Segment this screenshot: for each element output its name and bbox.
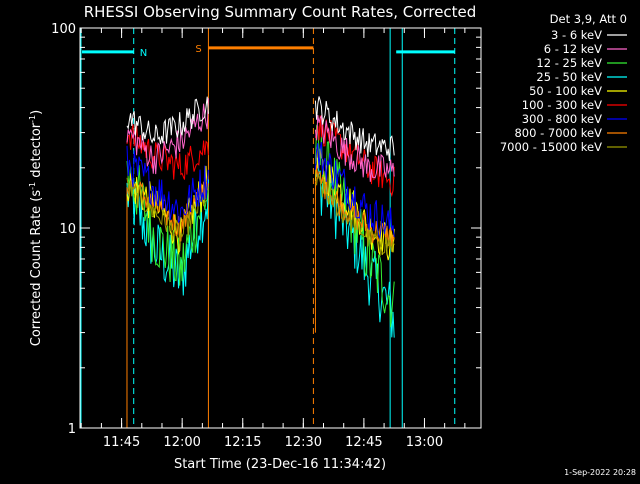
y-tick-label: 100 xyxy=(51,22,76,37)
series-line xyxy=(314,142,395,240)
series-line xyxy=(126,96,209,145)
x-tick-label: 12:30 xyxy=(285,435,322,450)
legend-label: 800 - 7000 keV xyxy=(514,126,602,140)
x-tick-label: 11:45 xyxy=(103,435,140,450)
series-line xyxy=(314,157,395,338)
series-line xyxy=(126,124,209,180)
y-tick-label: 10 xyxy=(59,222,76,237)
y-axis-label: Corrected Count Rate (s-1 detector-1) xyxy=(28,110,44,346)
x-axis-label: Start Time (23-Dec-16 11:34:42) xyxy=(174,457,386,472)
legend-label: 100 - 300 keV xyxy=(522,98,602,112)
series-line xyxy=(315,173,395,254)
legend-label: 7000 - 15000 keV xyxy=(500,140,602,154)
legend-label: 3 - 6 keV xyxy=(551,28,602,42)
legend-label: 50 - 100 keV xyxy=(529,84,602,98)
y-tick-label: 1 xyxy=(68,422,76,437)
series-line xyxy=(126,98,209,175)
series-line xyxy=(126,166,209,296)
chart-title: RHESSI Observing Summary Count Rates, Co… xyxy=(84,3,477,21)
x-tick-label: 12:00 xyxy=(163,435,200,450)
legend-label: 300 - 800 keV xyxy=(522,112,602,126)
x-axis: 11:45 12:00 12:15 12:30 12:45 13:00 xyxy=(80,28,466,450)
night-flag-label: N xyxy=(140,48,147,59)
legend-label: 6 - 12 keV xyxy=(544,42,602,56)
legend-header: Det 3,9, Att 0 xyxy=(550,12,627,26)
y-axis: 1 10 100 xyxy=(51,22,481,437)
x-tick-label: 13:00 xyxy=(406,435,443,450)
x-tick-label: 12:15 xyxy=(224,435,261,450)
saa-flag-label: S xyxy=(195,44,201,55)
series-line xyxy=(314,96,395,161)
series-line xyxy=(314,114,395,182)
series-line xyxy=(126,179,209,242)
x-tick-label: 12:45 xyxy=(345,435,382,450)
series-line xyxy=(314,124,395,328)
plot-frame xyxy=(79,27,482,429)
generation-timestamp: 1-Sep-2022 20:28 xyxy=(564,468,636,477)
legend-label: 12 - 25 keV xyxy=(536,56,602,70)
series-line xyxy=(126,145,209,224)
series-line xyxy=(126,177,209,244)
series-lines xyxy=(126,96,395,338)
legend-label: 25 - 50 keV xyxy=(536,70,602,84)
